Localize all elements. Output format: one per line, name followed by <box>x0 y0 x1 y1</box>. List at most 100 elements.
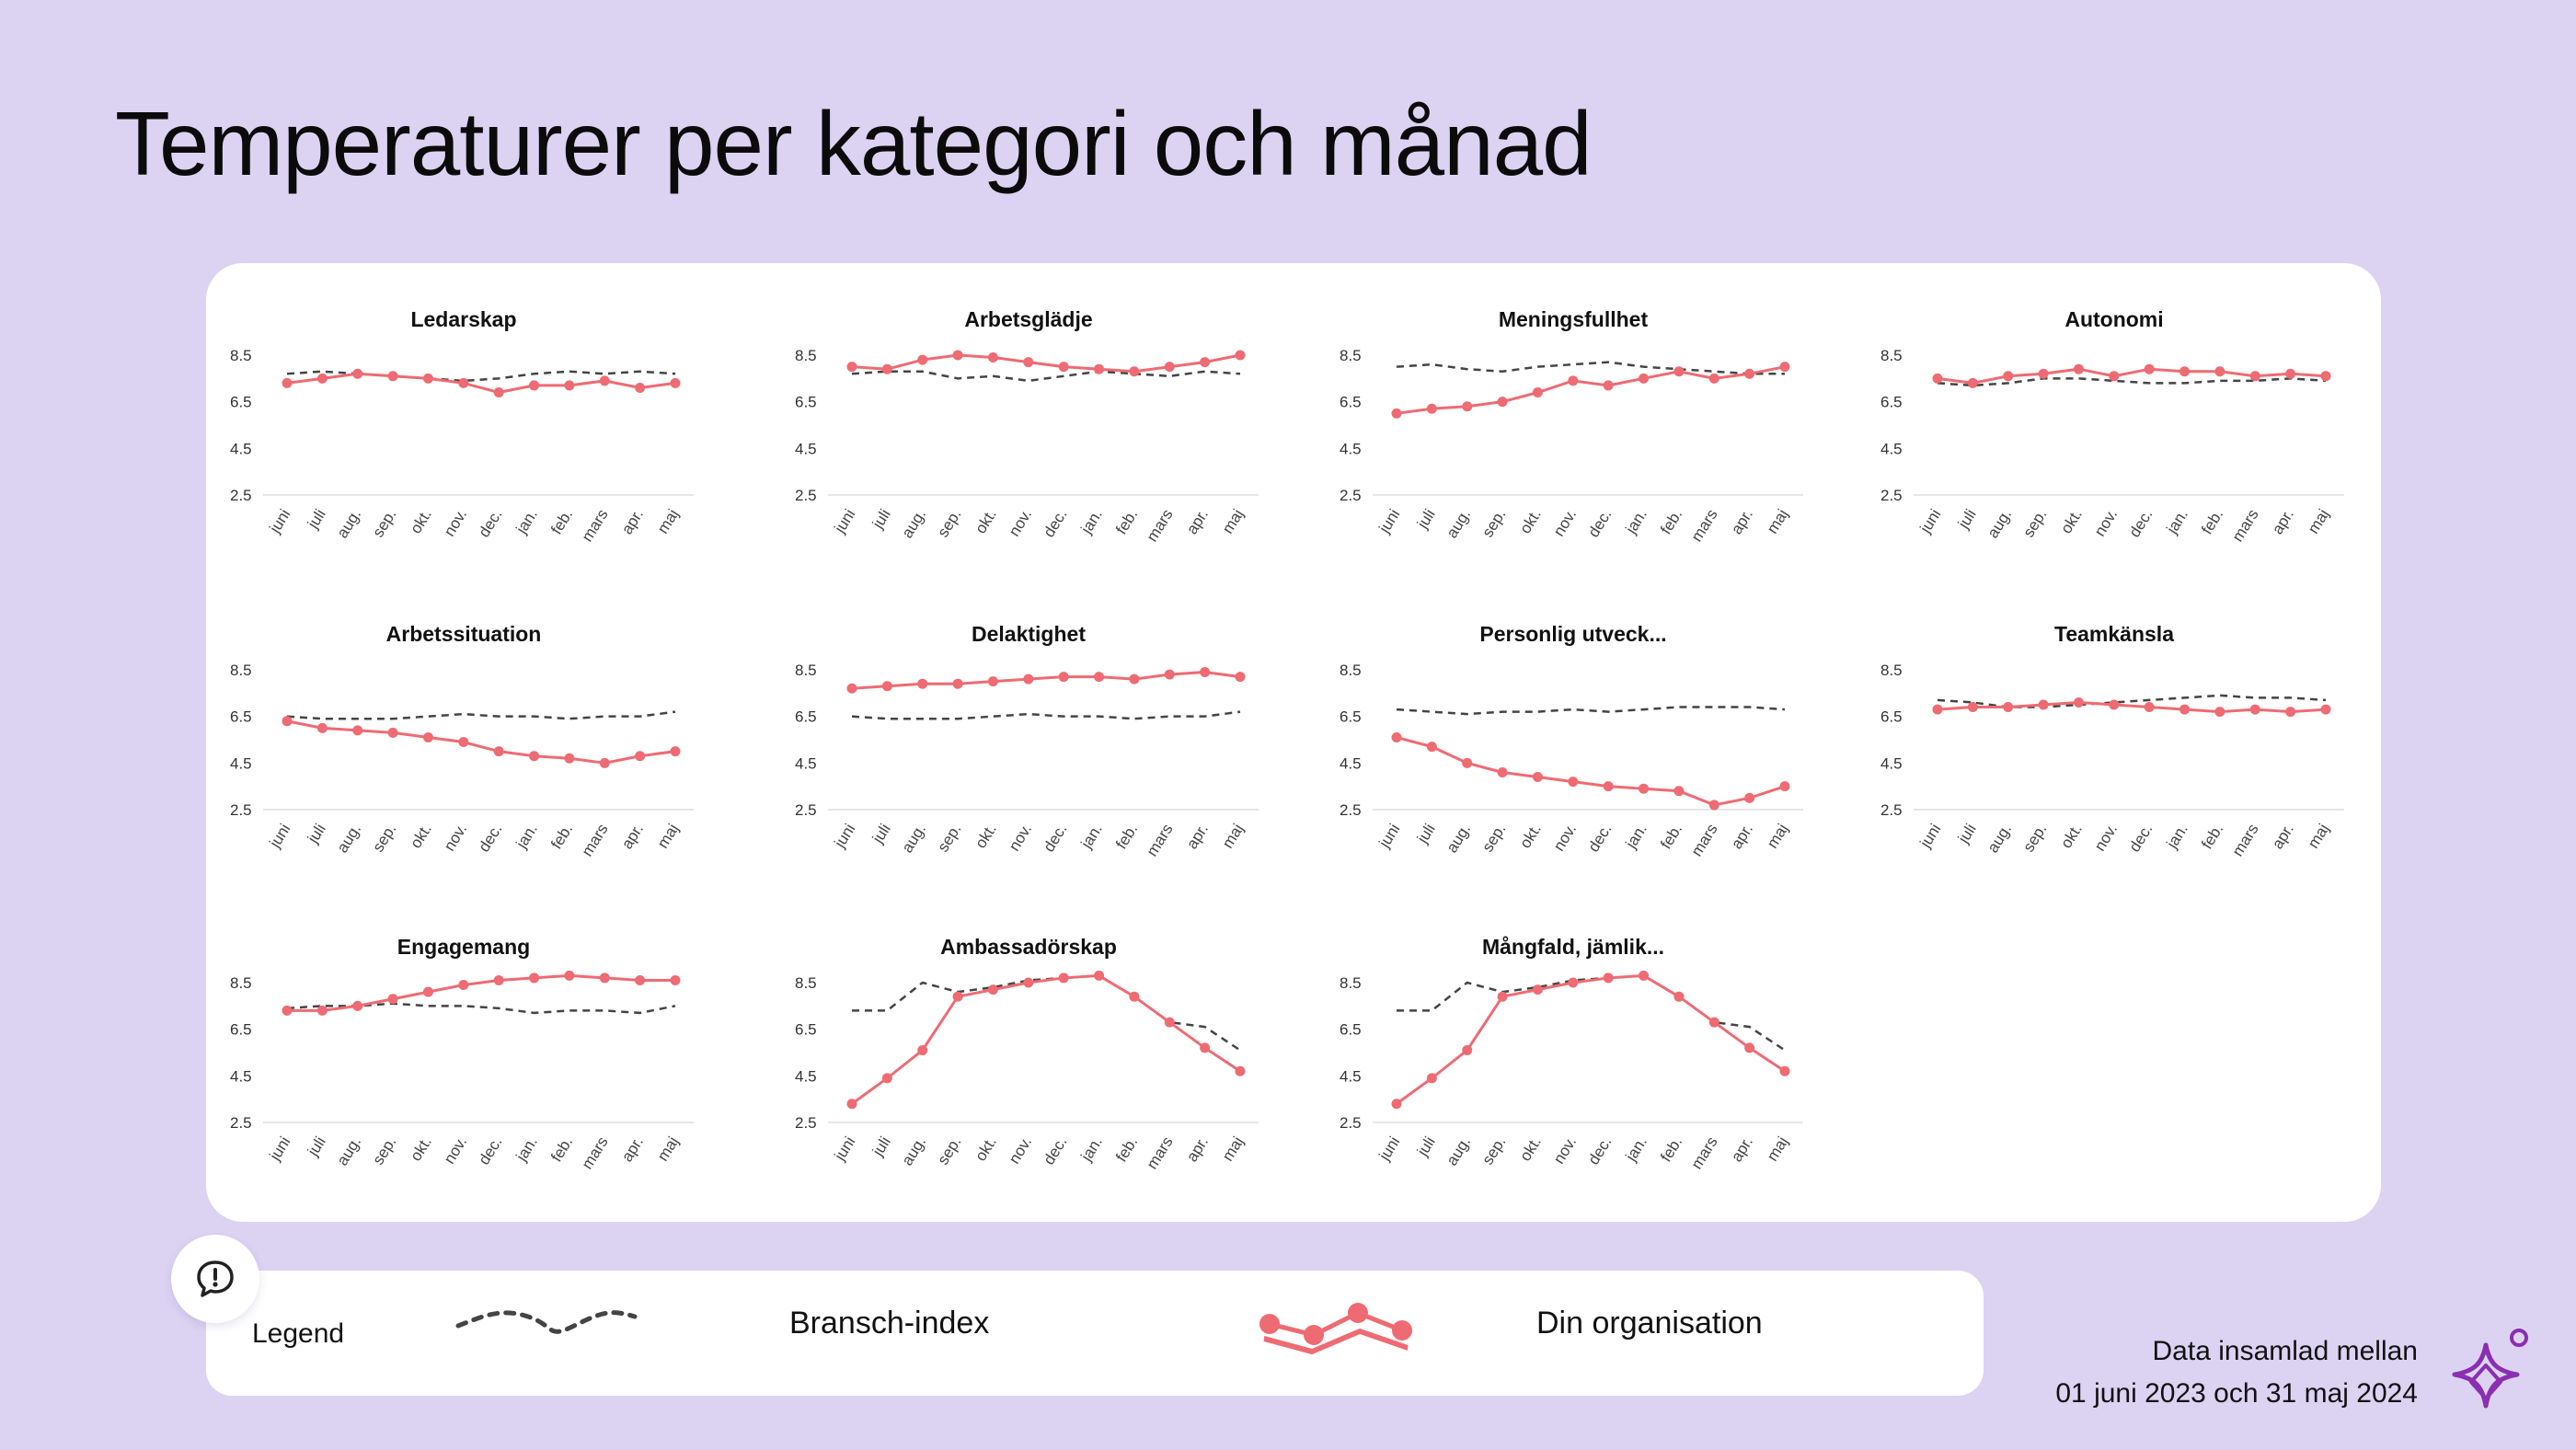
data-point-din-organisation[interactable] <box>1235 672 1246 683</box>
data-point-din-organisation[interactable] <box>1426 742 1437 753</box>
data-point-din-organisation[interactable] <box>1462 1044 1473 1055</box>
data-point-din-organisation[interactable] <box>599 972 610 984</box>
data-point-din-organisation[interactable] <box>2214 366 2225 377</box>
data-point-din-organisation[interactable] <box>564 753 575 764</box>
data-point-din-organisation[interactable] <box>987 984 998 995</box>
data-point-din-organisation[interactable] <box>635 751 646 762</box>
data-point-din-organisation[interactable] <box>2073 363 2084 374</box>
data-point-din-organisation[interactable] <box>2249 704 2260 715</box>
data-point-din-organisation[interactable] <box>987 352 998 363</box>
data-point-din-organisation[interactable] <box>1779 1065 1790 1076</box>
data-point-din-organisation[interactable] <box>1129 991 1140 1002</box>
data-point-din-organisation[interactable] <box>1129 673 1140 685</box>
data-point-din-organisation[interactable] <box>1568 375 1579 386</box>
data-point-din-organisation[interactable] <box>2038 368 2049 379</box>
data-point-din-organisation[interactable] <box>917 1044 928 1055</box>
data-point-din-organisation[interactable] <box>422 731 433 742</box>
data-point-din-organisation[interactable] <box>1058 972 1069 984</box>
data-point-din-organisation[interactable] <box>670 377 681 388</box>
data-point-din-organisation[interactable] <box>387 994 398 1005</box>
data-point-din-organisation[interactable] <box>1497 991 1508 1002</box>
data-point-din-organisation[interactable] <box>2249 371 2260 382</box>
data-point-din-organisation[interactable] <box>564 380 575 391</box>
data-point-din-organisation[interactable] <box>1639 373 1650 384</box>
data-point-din-organisation[interactable] <box>635 974 646 985</box>
data-point-din-organisation[interactable] <box>1426 1073 1437 1084</box>
data-point-din-organisation[interactable] <box>1532 772 1543 783</box>
data-point-din-organisation[interactable] <box>282 377 293 388</box>
data-point-din-organisation[interactable] <box>564 970 575 981</box>
data-point-din-organisation[interactable] <box>952 350 963 361</box>
data-point-din-organisation[interactable] <box>1497 397 1508 408</box>
data-point-din-organisation[interactable] <box>1639 783 1650 794</box>
data-point-din-organisation[interactable] <box>952 678 963 689</box>
data-point-din-organisation[interactable] <box>1200 357 1211 368</box>
data-point-din-organisation[interactable] <box>1708 800 1719 811</box>
data-point-din-organisation[interactable] <box>1235 350 1246 361</box>
data-point-din-organisation[interactable] <box>917 354 928 365</box>
data-point-din-organisation[interactable] <box>670 974 681 985</box>
data-point-din-organisation[interactable] <box>1568 977 1579 988</box>
data-point-din-organisation[interactable] <box>1967 377 1978 388</box>
data-point-din-organisation[interactable] <box>2214 707 2225 718</box>
data-point-din-organisation[interactable] <box>599 375 610 386</box>
data-point-din-organisation[interactable] <box>1094 970 1105 981</box>
data-point-din-organisation[interactable] <box>1462 401 1473 412</box>
data-point-din-organisation[interactable] <box>1200 1042 1211 1053</box>
data-point-din-organisation[interactable] <box>2285 368 2296 379</box>
data-point-din-organisation[interactable] <box>1023 357 1034 368</box>
data-point-din-organisation[interactable] <box>1673 366 1685 377</box>
data-point-din-organisation[interactable] <box>1568 777 1579 788</box>
data-point-din-organisation[interactable] <box>282 1005 293 1016</box>
speech-bubble-exclamation-icon[interactable] <box>171 1235 259 1323</box>
data-point-din-organisation[interactable] <box>635 382 646 393</box>
data-point-din-organisation[interactable] <box>2320 704 2331 715</box>
data-point-din-organisation[interactable] <box>1932 373 1943 384</box>
data-point-din-organisation[interactable] <box>493 387 504 398</box>
data-point-din-organisation[interactable] <box>881 363 892 374</box>
data-point-din-organisation[interactable] <box>1200 667 1211 678</box>
data-point-din-organisation[interactable] <box>1058 672 1069 683</box>
data-point-din-organisation[interactable] <box>1094 672 1105 683</box>
data-point-din-organisation[interactable] <box>458 377 469 388</box>
data-point-din-organisation[interactable] <box>422 373 433 384</box>
data-point-din-organisation[interactable] <box>316 373 328 384</box>
data-point-din-organisation[interactable] <box>1779 362 1790 373</box>
data-point-din-organisation[interactable] <box>2179 704 2191 715</box>
data-point-din-organisation[interactable] <box>2073 696 2084 708</box>
data-point-din-organisation[interactable] <box>352 1000 363 1011</box>
data-point-din-organisation[interactable] <box>987 676 998 687</box>
data-point-din-organisation[interactable] <box>1744 792 1755 803</box>
data-point-din-organisation[interactable] <box>2144 702 2155 713</box>
data-point-din-organisation[interactable] <box>1744 368 1755 379</box>
data-point-din-organisation[interactable] <box>529 380 540 391</box>
data-point-din-organisation[interactable] <box>881 681 892 692</box>
data-point-din-organisation[interactable] <box>846 1099 857 1110</box>
data-point-din-organisation[interactable] <box>1164 1017 1175 1028</box>
data-point-din-organisation[interactable] <box>599 757 610 768</box>
data-point-din-organisation[interactable] <box>2285 707 2296 718</box>
data-point-din-organisation[interactable] <box>1129 366 1140 377</box>
data-point-din-organisation[interactable] <box>458 737 469 748</box>
data-point-din-organisation[interactable] <box>352 725 363 736</box>
data-point-din-organisation[interactable] <box>952 991 963 1002</box>
data-point-din-organisation[interactable] <box>1462 757 1473 768</box>
data-point-din-organisation[interactable] <box>458 980 469 991</box>
data-point-din-organisation[interactable] <box>387 727 398 738</box>
data-point-din-organisation[interactable] <box>846 683 857 694</box>
data-point-din-organisation[interactable] <box>352 368 363 379</box>
data-point-din-organisation[interactable] <box>1094 363 1105 374</box>
data-point-din-organisation[interactable] <box>529 751 540 762</box>
data-point-din-organisation[interactable] <box>1532 984 1543 995</box>
data-point-din-organisation[interactable] <box>2003 702 2014 713</box>
data-point-din-organisation[interactable] <box>2320 371 2331 382</box>
data-point-din-organisation[interactable] <box>1779 781 1790 792</box>
data-point-din-organisation[interactable] <box>1603 380 1614 391</box>
data-point-din-organisation[interactable] <box>1639 970 1650 981</box>
data-point-din-organisation[interactable] <box>1967 702 1978 713</box>
data-point-din-organisation[interactable] <box>1426 403 1437 414</box>
data-point-din-organisation[interactable] <box>493 974 504 985</box>
data-point-din-organisation[interactable] <box>1023 673 1034 685</box>
data-point-din-organisation[interactable] <box>422 986 433 997</box>
data-point-din-organisation[interactable] <box>282 716 293 727</box>
